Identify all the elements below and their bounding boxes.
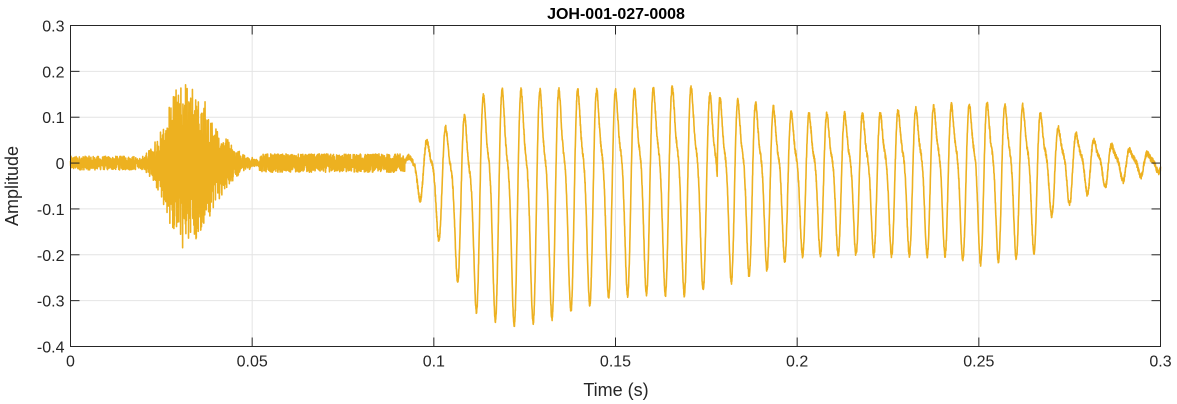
x-axis-label: Time (s) [583,380,648,400]
y-tick-label: 0.1 [42,110,64,127]
y-tick-labels: -0.4 -0.3 -0.2 -0.1 0 0.1 0.2 0.3 [37,19,65,357]
x-tick-label: 0 [66,354,75,371]
y-axis-label: Amplitude [2,146,22,226]
y-tick-label: 0 [56,156,65,173]
y-tick-label: -0.1 [37,202,65,219]
plot-area [69,83,1162,328]
x-tick-label: 0.15 [600,354,631,371]
x-tick-label: 0.05 [237,354,268,371]
y-tick-label: 0.3 [42,19,64,36]
waveform-line [69,83,1162,328]
x-tick-label: 0.25 [963,354,994,371]
y-tick-label: 0.2 [42,64,64,81]
x-tick-label: 0.3 [1149,354,1171,371]
chart-title: JOH-001-027-0008 [547,6,685,23]
x-tick-labels: 0 0.05 0.1 0.15 0.2 0.25 0.3 [66,354,1172,371]
y-tick-label: -0.2 [37,248,65,265]
y-tick-label: -0.3 [37,294,65,311]
y-tick-label: -0.4 [37,340,65,357]
x-tick-label: 0.2 [786,354,808,371]
tick-marks [70,25,1161,347]
x-tick-label: 0.1 [423,354,445,371]
grid-lines [70,25,1161,347]
